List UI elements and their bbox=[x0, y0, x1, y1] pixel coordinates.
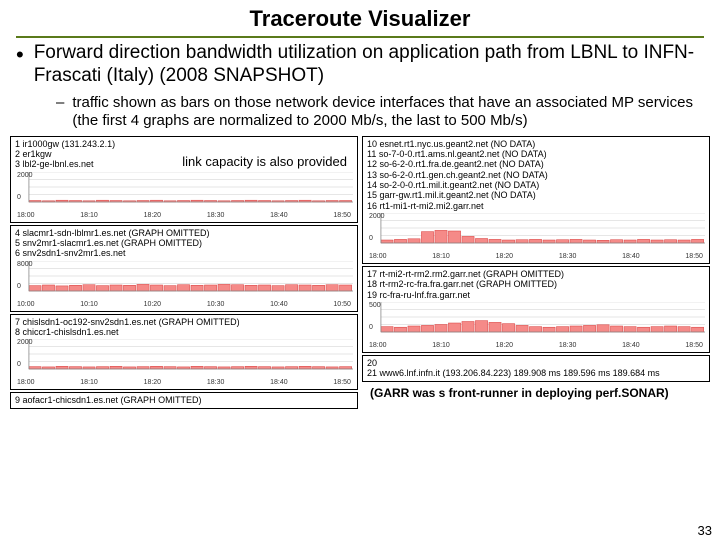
y-axis-min: 0 bbox=[17, 361, 21, 369]
y-axis-max: 8000 bbox=[17, 261, 33, 269]
x-tick: 18:20 bbox=[144, 212, 162, 220]
hop-entry: 4 slacmr1-sdn-lblmr1.es.net (GRAPH OMITT… bbox=[15, 228, 353, 238]
x-tick: 18:30 bbox=[207, 212, 225, 220]
main-bullet-row: • Forward direction bandwidth utilizatio… bbox=[0, 42, 720, 88]
slide-title-wrap: Traceroute Visualizer bbox=[0, 0, 720, 34]
x-tick: 18:20 bbox=[144, 379, 162, 387]
hop-entry: 16 rt1-mi1-rt-mi2.mi2.garr.net bbox=[367, 201, 705, 211]
hop-entry: 6 snv2sdn1-snv2mr1.es.net bbox=[15, 248, 353, 258]
mini-chart: 2000 0 bbox=[15, 339, 353, 379]
x-axis-ticks: 18:00 18:10 18:20 18:30 18:40 18:50 bbox=[367, 342, 705, 352]
sub-bullet-text: traffic shown as bars on those network d… bbox=[72, 94, 704, 130]
hop-list: 10 esnet.rt1.nyc.us.geant2.net (NO DATA)… bbox=[367, 139, 705, 211]
hop-entry: 12 so-6-2-0.rt1.fra.de.geant2.net (NO DA… bbox=[367, 159, 705, 169]
hop-entry: 17 rt-mi2-rt-rm2.rm2.garr.net (GRAPH OMI… bbox=[367, 269, 705, 279]
page-number: 33 bbox=[698, 523, 712, 538]
x-axis-ticks: 10:00 10:10 10:20 10:30 10:40 10:50 bbox=[15, 301, 353, 311]
footer-note: (GARR was s front-runner in deploying pe… bbox=[362, 384, 710, 400]
x-tick: 18:40 bbox=[270, 379, 288, 387]
x-axis-ticks: 18:00 18:10 18:20 18:30 18:40 18:50 bbox=[367, 253, 705, 263]
title-underline bbox=[16, 36, 704, 38]
x-tick: 18:30 bbox=[559, 253, 577, 261]
x-tick: 18:10 bbox=[432, 342, 450, 350]
mini-chart: 500 0 bbox=[367, 302, 705, 342]
x-tick: 18:50 bbox=[333, 212, 351, 220]
hop-entry: 5 snv2mr1-slacmr1.es.net (GRAPH OMITTED) bbox=[15, 238, 353, 248]
sub-bullet-dash: – bbox=[56, 94, 64, 111]
x-tick: 18:10 bbox=[80, 379, 98, 387]
x-tick: 10:20 bbox=[144, 301, 162, 309]
hop-entry: 9 aofacr1-chicsdn1.es.net (GRAPH OMITTED… bbox=[15, 395, 353, 405]
hop-list: 9 aofacr1-chicsdn1.es.net (GRAPH OMITTED… bbox=[15, 395, 353, 405]
hop-list: 4 slacmr1-sdn-lblmr1.es.net (GRAPH OMITT… bbox=[15, 228, 353, 259]
hop-entry: 18 rt-rm2-rc-fra.fra.garr.net (GRAPH OMI… bbox=[367, 279, 705, 289]
y-axis-min: 0 bbox=[17, 194, 21, 202]
hop-entry: 11 so-7-0-0.rt1.ams.nl.geant2.net (NO DA… bbox=[367, 149, 705, 159]
mini-chart: 8000 0 bbox=[15, 261, 353, 301]
x-tick: 10:00 bbox=[17, 301, 35, 309]
y-axis-min: 0 bbox=[369, 235, 373, 243]
hop-cell: 2021 www6.lnf.infn.it (193.206.84.223) 1… bbox=[362, 355, 710, 382]
link-capacity-note: link capacity is also provided bbox=[182, 155, 347, 170]
bullet-dot: • bbox=[16, 44, 24, 66]
x-tick: 18:10 bbox=[80, 212, 98, 220]
hop-cell: 10 esnet.rt1.nyc.us.geant2.net (NO DATA)… bbox=[362, 136, 710, 264]
x-tick: 18:50 bbox=[333, 379, 351, 387]
x-tick: 10:30 bbox=[207, 301, 225, 309]
right-column: 10 esnet.rt1.nyc.us.geant2.net (NO DATA)… bbox=[360, 136, 712, 411]
mini-chart: 2000 0 bbox=[15, 172, 353, 212]
x-tick: 18:20 bbox=[496, 253, 514, 261]
hop-entry: 14 so-2-0-0.rt1.mil.it.geant2.net (NO DA… bbox=[367, 180, 705, 190]
x-tick: 10:50 bbox=[333, 301, 351, 309]
hop-entry: 10 esnet.rt1.nyc.us.geant2.net (NO DATA) bbox=[367, 139, 705, 149]
hop-list: 2021 www6.lnf.infn.it (193.206.84.223) 1… bbox=[367, 358, 705, 379]
y-axis-max: 500 bbox=[369, 302, 381, 310]
hop-entry: 19 rc-fra-ru-lnf.fra.garr.net bbox=[367, 290, 705, 300]
x-tick: 18:40 bbox=[622, 342, 640, 350]
main-bullet-text: Forward direction bandwidth utilization … bbox=[34, 42, 704, 88]
hop-entry: 20 bbox=[367, 358, 705, 368]
hop-entry: 1 ir1000gw (131.243.2.1) bbox=[15, 139, 353, 149]
x-tick: 10:10 bbox=[80, 301, 98, 309]
hop-entry: 13 so-6-2-0.rt1.gen.ch.geant2.net (NO DA… bbox=[367, 170, 705, 180]
x-tick: 10:40 bbox=[270, 301, 288, 309]
x-tick: 18:00 bbox=[17, 379, 35, 387]
x-tick: 18:30 bbox=[559, 342, 577, 350]
x-tick: 18:00 bbox=[369, 253, 387, 261]
hop-entry: 7 chislsdn1-oc192-snv2sdn1.es.net (GRAPH… bbox=[15, 317, 353, 327]
x-tick: 18:30 bbox=[207, 379, 225, 387]
x-tick: 18:50 bbox=[685, 253, 703, 261]
hop-entry: 21 www6.lnf.infn.it (193.206.84.223) 189… bbox=[367, 368, 705, 378]
x-tick: 18:40 bbox=[270, 212, 288, 220]
x-tick: 18:00 bbox=[369, 342, 387, 350]
chart-grid: 1 ir1000gw (131.243.2.1)2 er1kgw3 lbl2-g… bbox=[0, 134, 720, 411]
y-axis-max: 2000 bbox=[369, 213, 385, 221]
hop-entry: 15 garr-gw.rt1.mil.it.geant2.net (NO DAT… bbox=[367, 190, 705, 200]
x-tick: 18:10 bbox=[432, 253, 450, 261]
hop-cell: 1 ir1000gw (131.243.2.1)2 er1kgw3 lbl2-g… bbox=[10, 136, 358, 223]
x-axis-ticks: 18:00 18:10 18:20 18:30 18:40 18:50 bbox=[15, 379, 353, 389]
hop-entry: 8 chiccr1-chislsdn1.es.net bbox=[15, 327, 353, 337]
mini-chart: 2000 0 bbox=[367, 213, 705, 253]
hop-list: 7 chislsdn1-oc192-snv2sdn1.es.net (GRAPH… bbox=[15, 317, 353, 338]
y-axis-max: 2000 bbox=[17, 339, 33, 347]
x-tick: 18:00 bbox=[17, 212, 35, 220]
hop-cell: 17 rt-mi2-rt-rm2.rm2.garr.net (GRAPH OMI… bbox=[362, 266, 710, 353]
sub-bullet-row: – traffic shown as bars on those network… bbox=[0, 88, 720, 134]
y-axis-max: 2000 bbox=[17, 172, 33, 180]
x-axis-ticks: 18:00 18:10 18:20 18:30 18:40 18:50 bbox=[15, 212, 353, 222]
hop-cell: 4 slacmr1-sdn-lblmr1.es.net (GRAPH OMITT… bbox=[10, 225, 358, 312]
hop-cell: 7 chislsdn1-oc192-snv2sdn1.es.net (GRAPH… bbox=[10, 314, 358, 391]
x-tick: 18:40 bbox=[622, 253, 640, 261]
x-tick: 18:50 bbox=[685, 342, 703, 350]
left-column: 1 ir1000gw (131.243.2.1)2 er1kgw3 lbl2-g… bbox=[8, 136, 360, 411]
y-axis-min: 0 bbox=[17, 283, 21, 291]
hop-cell: 9 aofacr1-chicsdn1.es.net (GRAPH OMITTED… bbox=[10, 392, 358, 408]
hop-list: 17 rt-mi2-rt-rm2.rm2.garr.net (GRAPH OMI… bbox=[367, 269, 705, 300]
slide-title: Traceroute Visualizer bbox=[0, 6, 720, 32]
y-axis-min: 0 bbox=[369, 324, 373, 332]
x-tick: 18:20 bbox=[496, 342, 514, 350]
